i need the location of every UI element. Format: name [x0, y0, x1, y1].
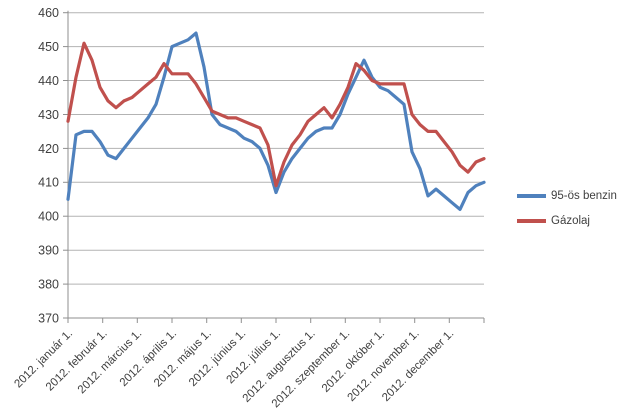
- legend-label-gazolaj: Gázolaj: [551, 215, 590, 227]
- legend-line-sample-benzin: [517, 194, 546, 198]
- y-axis-tick-label: 380: [38, 278, 59, 292]
- legend-item-benzin: 95-ös benzin: [517, 189, 617, 203]
- x-axis-tick-label: 2012. február 1.: [44, 328, 110, 394]
- y-axis-tick-label: 430: [38, 108, 59, 122]
- y-axis-tick-label: 460: [38, 6, 59, 20]
- x-axis-tick-label: 2012. október 1.: [320, 328, 387, 395]
- chart-legend: 95-ös benzin Gázolaj: [517, 189, 617, 239]
- x-axis-tick-label: 2012. március 1.: [76, 328, 145, 397]
- series-line-gazolaj: [66, 41, 486, 188]
- series-line-benzin: [66, 31, 486, 211]
- x-axis-tick-label: 2012. január 1.: [12, 328, 75, 391]
- y-axis-tick-label: 390: [38, 244, 59, 258]
- legend-item-gazolaj: Gázolaj: [517, 214, 617, 228]
- legend-label-benzin: 95-ös benzin: [551, 190, 617, 202]
- legend-line-sample-gazolaj: [517, 219, 546, 223]
- y-axis-tick-label: 420: [38, 142, 59, 156]
- y-axis-tick-label: 410: [38, 176, 59, 190]
- y-axis-tick-label: 370: [38, 311, 59, 325]
- y-axis-tick-label: 450: [38, 40, 59, 54]
- y-axis-tick-label: 400: [38, 210, 59, 224]
- y-axis-tick-label: 440: [38, 74, 59, 88]
